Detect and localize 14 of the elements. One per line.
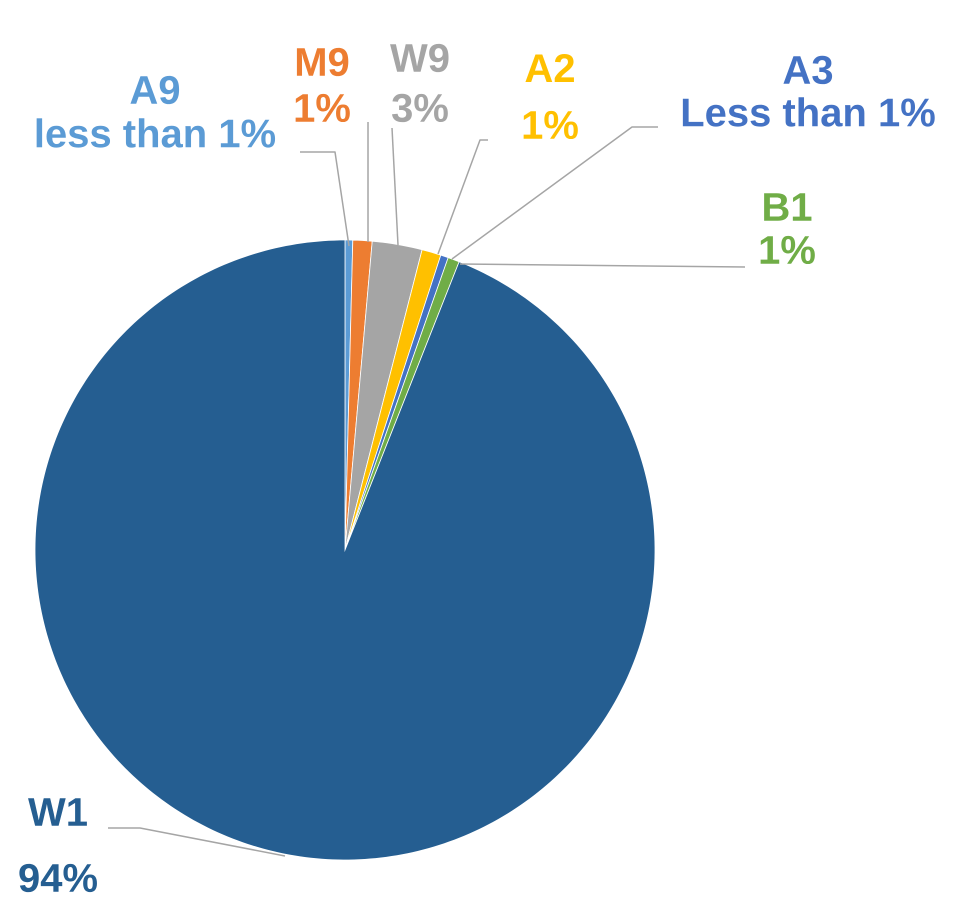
data-label: 1% — [296, 94, 350, 122]
data-label: 1% — [524, 110, 578, 140]
slice-label: M9 — [296, 48, 348, 76]
data-label: 3% — [392, 94, 448, 122]
data-label: Less than 1% — [682, 97, 935, 127]
slice-label: W9 — [390, 44, 449, 72]
slice-label: A2 — [525, 54, 574, 82]
slice-label: W1 — [28, 798, 87, 826]
data-label: 1% — [760, 236, 815, 264]
slice-label: B1 — [764, 193, 812, 221]
slice-label: A3 — [783, 56, 832, 84]
slice-label: A9 — [130, 76, 180, 104]
data-label: less than 1% — [36, 118, 276, 148]
data-label: 94% — [19, 864, 97, 892]
